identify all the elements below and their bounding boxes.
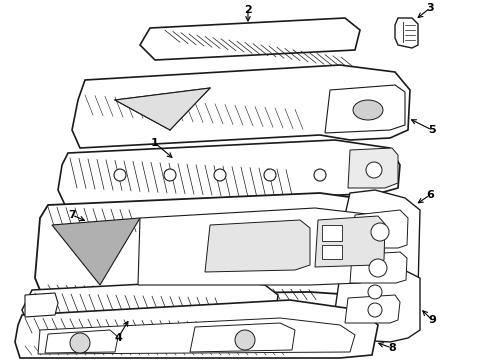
Circle shape xyxy=(214,169,225,181)
Polygon shape xyxy=(351,210,407,248)
Ellipse shape xyxy=(352,100,382,120)
Bar xyxy=(321,225,341,241)
Polygon shape xyxy=(394,18,417,48)
Polygon shape xyxy=(349,252,406,283)
Polygon shape xyxy=(334,268,419,342)
Polygon shape xyxy=(45,330,118,353)
Polygon shape xyxy=(22,280,278,325)
Polygon shape xyxy=(115,88,209,130)
Text: 5: 5 xyxy=(427,125,435,135)
Circle shape xyxy=(163,169,176,181)
Polygon shape xyxy=(25,293,58,317)
Text: 4: 4 xyxy=(114,333,122,343)
Circle shape xyxy=(70,333,90,353)
Circle shape xyxy=(367,303,381,317)
Polygon shape xyxy=(140,18,359,60)
Polygon shape xyxy=(190,323,294,352)
Text: 8: 8 xyxy=(387,343,395,353)
Text: 1: 1 xyxy=(151,138,159,148)
Text: 6: 6 xyxy=(425,190,433,200)
Bar xyxy=(321,245,341,259)
Polygon shape xyxy=(52,218,140,285)
Polygon shape xyxy=(38,318,354,354)
Circle shape xyxy=(313,169,325,181)
Circle shape xyxy=(264,169,275,181)
Text: 9: 9 xyxy=(427,315,435,325)
Circle shape xyxy=(368,259,386,277)
Circle shape xyxy=(367,285,381,299)
Circle shape xyxy=(365,162,381,178)
Circle shape xyxy=(114,169,126,181)
Text: 7: 7 xyxy=(68,210,76,220)
Circle shape xyxy=(370,223,388,241)
Polygon shape xyxy=(347,148,397,188)
Polygon shape xyxy=(345,295,399,323)
Polygon shape xyxy=(35,193,407,295)
Polygon shape xyxy=(138,208,384,285)
Polygon shape xyxy=(72,65,409,148)
Polygon shape xyxy=(15,300,377,358)
Text: 2: 2 xyxy=(244,5,251,15)
Polygon shape xyxy=(314,216,384,267)
Text: 3: 3 xyxy=(426,3,433,13)
Polygon shape xyxy=(58,140,399,205)
Polygon shape xyxy=(204,220,309,272)
Polygon shape xyxy=(325,85,404,133)
Polygon shape xyxy=(341,190,419,300)
Circle shape xyxy=(235,330,254,350)
